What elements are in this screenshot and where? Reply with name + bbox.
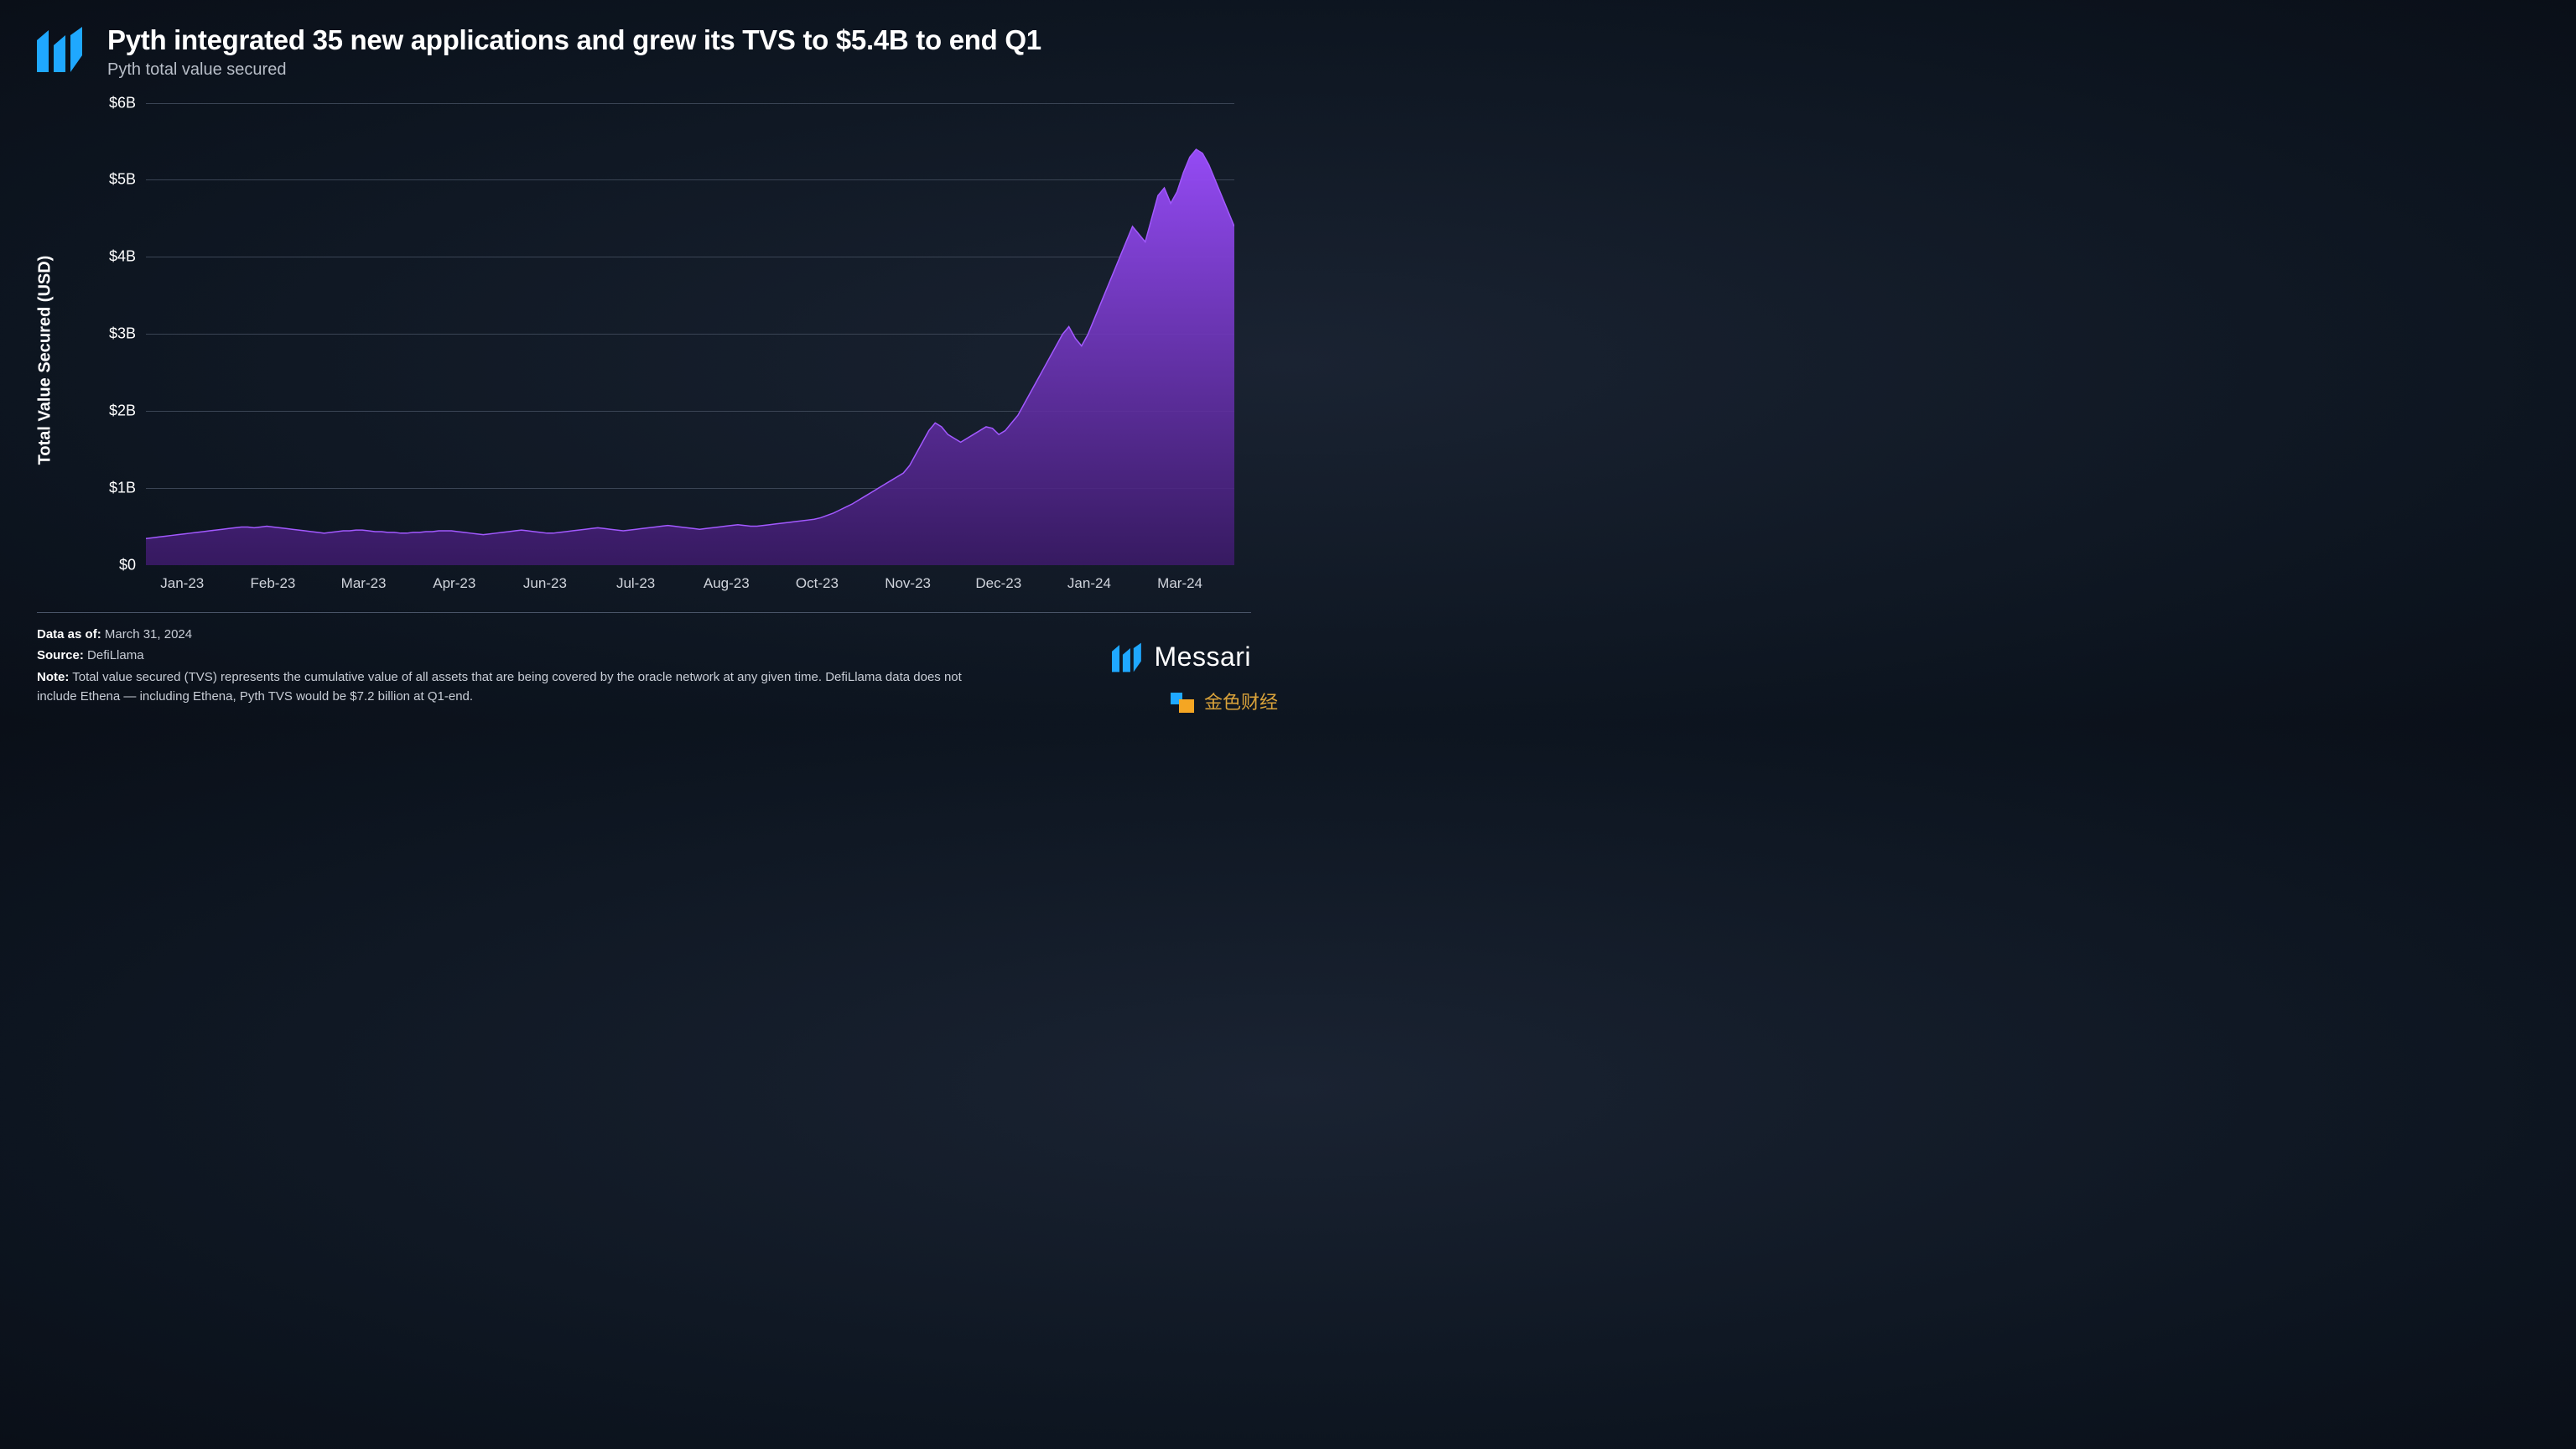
source-value: DefiLlama	[87, 648, 144, 662]
brand-name: Messari	[1154, 641, 1251, 673]
x-tick-label: Nov-23	[885, 575, 931, 592]
messari-logo-icon	[1112, 642, 1145, 673]
data-as-of-label: Data as of:	[37, 627, 101, 641]
data-as-of-value: March 31, 2024	[105, 627, 192, 641]
watermark: 金色财经	[1169, 686, 1278, 716]
y-tick-label: $2B	[109, 402, 136, 420]
brand-badge: Messari	[1112, 641, 1251, 673]
x-tick-label: Apr-23	[433, 575, 475, 592]
y-tick-label: $5B	[109, 171, 136, 189]
header: Pyth integrated 35 new applications and …	[37, 23, 1251, 80]
chart-area: Total Value Secured (USD) $0$1B$2B$3B$4B…	[54, 103, 1243, 599]
y-axis-label: Total Value Secured (USD)	[36, 256, 55, 465]
x-tick-label: Feb-23	[250, 575, 295, 592]
x-tick-label: Mar-23	[341, 575, 387, 592]
x-tick-label: Mar-24	[1157, 575, 1202, 592]
x-tick-label: Jan-23	[160, 575, 204, 592]
x-tick-label: Jan-24	[1067, 575, 1111, 592]
y-tick-label: $4B	[109, 248, 136, 266]
x-tick-label: Dec-23	[975, 575, 1021, 592]
x-tick-label: Jun-23	[523, 575, 567, 592]
chart-subtitle: Pyth total value secured	[107, 60, 1251, 80]
jinse-logo-icon	[1169, 686, 1199, 716]
y-tick-label: $0	[119, 557, 136, 574]
footer-notes: Data as of: March 31, 2024 Source: DefiL…	[37, 612, 1251, 708]
area-chart-svg	[146, 103, 1234, 565]
y-tick-label: $1B	[109, 480, 136, 497]
x-tick-label: Aug-23	[704, 575, 750, 592]
x-tick-label: Jul-23	[616, 575, 655, 592]
messari-logo-icon	[37, 27, 89, 72]
source-label: Source:	[37, 648, 84, 662]
watermark-text: 金色财经	[1204, 688, 1278, 714]
y-tick-label: $6B	[109, 94, 136, 112]
y-tick-label: $3B	[109, 325, 136, 343]
x-tick-label: Oct-23	[796, 575, 839, 592]
note-value: Total value secured (TVS) represents the…	[37, 670, 962, 704]
chart-title: Pyth integrated 35 new applications and …	[107, 23, 1251, 57]
note-label: Note:	[37, 670, 69, 684]
